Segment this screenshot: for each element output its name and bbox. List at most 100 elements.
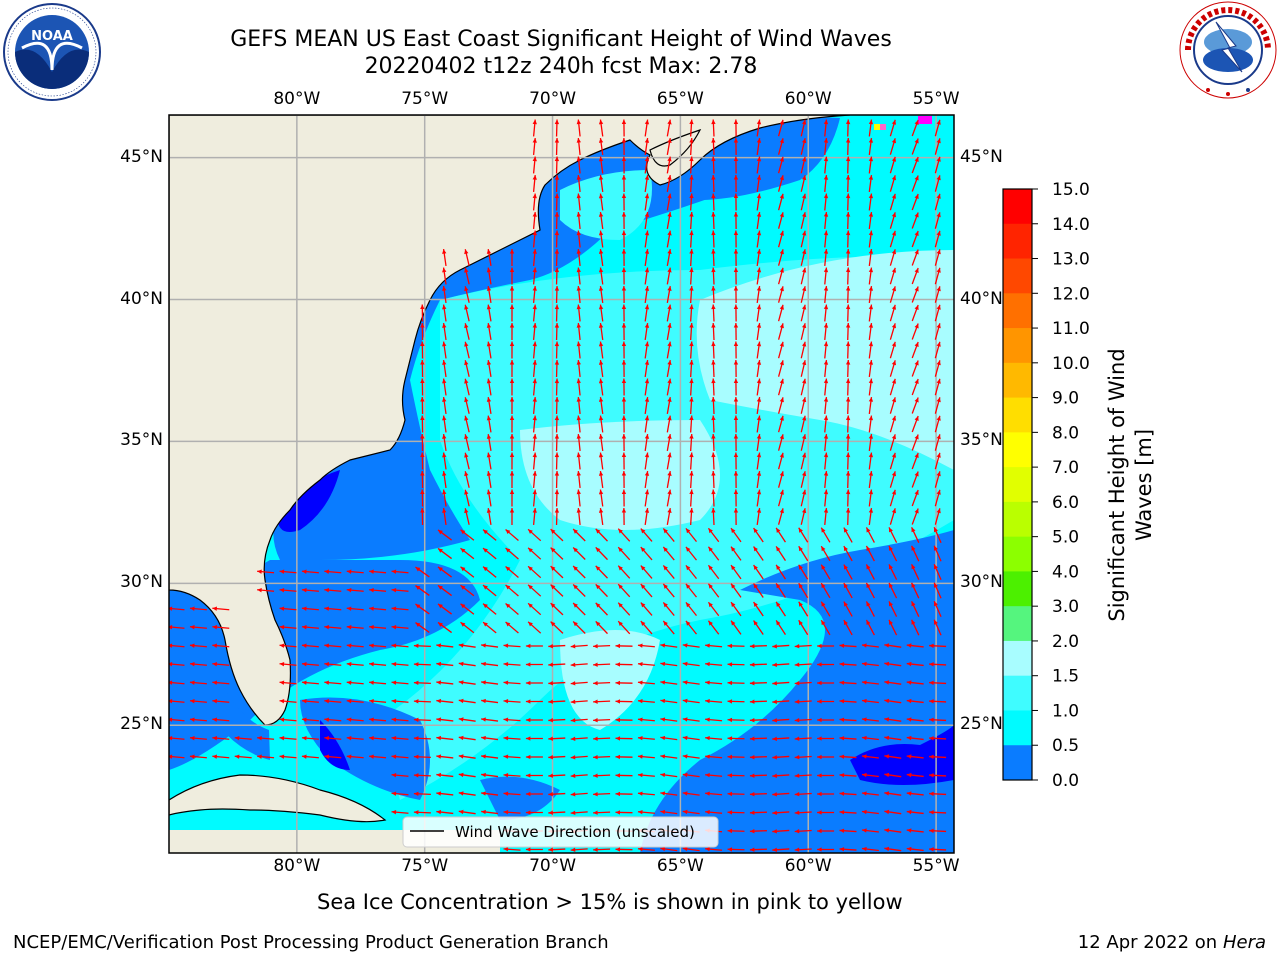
axis-tick-label: 35°N [120, 430, 163, 451]
wind-wave-arrow [800, 341, 807, 359]
colorbar-segment [1003, 710, 1032, 746]
wind-wave-arrow [689, 267, 694, 285]
sea-ice-patch [880, 124, 886, 130]
wind-wave-arrow [798, 545, 809, 562]
wind-wave-arrow [839, 754, 857, 759]
wind-wave-arrow [525, 791, 543, 797]
wind-wave-arrow [689, 470, 694, 489]
wind-wave-arrow [615, 847, 633, 852]
wind-wave-arrow [889, 138, 897, 155]
axis-tick-label: 80°W [273, 856, 321, 876]
wind-wave-arrow [442, 248, 447, 267]
wind-wave-arrow [660, 643, 678, 648]
wind-wave-arrow [934, 230, 941, 248]
wind-wave-arrow [486, 415, 492, 433]
wind-wave-arrow [554, 156, 560, 174]
wind-wave-arrow [798, 527, 809, 543]
wind-wave-arrow [595, 546, 608, 561]
wind-wave-arrow [889, 452, 897, 470]
wind-wave-arrow [464, 397, 470, 414]
wind-wave-arrow [889, 434, 897, 451]
wind-wave-arrow [576, 248, 581, 267]
wind-wave-arrow [525, 699, 543, 704]
axis-tick-label: 70°W [529, 856, 577, 876]
wind-wave-arrow [554, 489, 560, 507]
wind-wave-arrow [733, 470, 739, 489]
wind-wave-arrow [689, 156, 694, 174]
wind-wave-arrow [733, 119, 739, 137]
wind-wave-arrow [775, 564, 786, 580]
wind-wave-arrow [861, 772, 879, 778]
wind-wave-arrow [707, 564, 720, 580]
wind-wave-arrow [839, 791, 857, 796]
wind-wave-arrow [505, 602, 519, 616]
wind-wave-arrow [437, 603, 453, 615]
wind-wave-arrow [621, 396, 627, 415]
wind-wave-arrow [460, 566, 475, 578]
wind-wave-arrow [593, 680, 611, 686]
colorbar-segment [1003, 745, 1032, 781]
wind-wave-arrow [682, 698, 700, 704]
wind-wave-arrow [644, 193, 650, 211]
map-legend: Wind Wave Direction (unscaled) [402, 816, 719, 848]
wind-wave-arrow [666, 175, 672, 192]
wind-wave-arrow [861, 791, 879, 796]
wind-wave-arrow [884, 698, 902, 704]
wind-wave-arrow [415, 622, 430, 633]
wind-wave-arrow [911, 341, 919, 359]
wind-wave-arrow [884, 828, 902, 833]
wind-wave-arrow [934, 489, 941, 507]
wind-wave-arrow [823, 415, 829, 433]
wind-wave-arrow [621, 452, 627, 470]
wind-wave-arrow [324, 624, 342, 630]
wind-wave-arrow [346, 569, 364, 574]
wind-wave-arrow [753, 583, 764, 598]
wind-wave-arrow [442, 507, 447, 526]
wind-wave-arrow [621, 248, 627, 267]
wind-wave-arrow [598, 359, 604, 378]
wind-wave-arrow [756, 470, 762, 489]
wind-wave-arrow [554, 415, 560, 433]
map-frame [168, 114, 955, 854]
wind-wave-arrow [911, 397, 919, 414]
wind-wave-arrow [598, 433, 604, 452]
wind-wave-arrow [733, 415, 739, 433]
wind-wave-arrow [865, 527, 875, 543]
wind-wave-arrow [727, 662, 745, 667]
wind-wave-arrow [705, 754, 723, 759]
wind-wave-arrow [346, 643, 364, 648]
wind-wave-arrow [481, 698, 499, 704]
wind-wave-arrow [576, 230, 581, 248]
wind-wave-arrow [621, 470, 627, 489]
wind-wave-arrow [234, 754, 252, 759]
wind-wave-arrow [481, 643, 499, 648]
wind-wave-arrow [481, 680, 499, 685]
wind-wave-arrow [727, 754, 745, 760]
wind-wave-arrow [324, 661, 342, 667]
wind-wave-arrow [934, 434, 941, 451]
wind-wave-arrow [689, 248, 694, 267]
wind-wave-arrow [868, 248, 874, 267]
wind-wave-arrow [486, 378, 492, 396]
wind-wave-arrow [868, 230, 874, 248]
wind-wave-arrow [845, 211, 851, 230]
wind-wave-arrow [839, 680, 857, 685]
wind-wave-arrow [733, 359, 739, 378]
wind-wave-arrow [554, 248, 560, 267]
wind-wave-arrow [509, 341, 515, 359]
colorbar-tick-label: 14.0 [1052, 215, 1090, 235]
wind-wave-arrow [576, 470, 581, 489]
wind-wave-arrow [346, 661, 364, 667]
wind-wave-arrow [621, 507, 627, 526]
wind-wave-arrow [169, 717, 185, 722]
wind-wave-arrow [576, 156, 581, 174]
wind-wave-arrow [279, 754, 297, 759]
wind-wave-arrow [868, 452, 874, 470]
wind-wave-arrow [369, 569, 387, 574]
wind-wave-arrow [189, 643, 207, 648]
wind-wave-arrow [301, 643, 319, 648]
wind-wave-arrow [369, 587, 387, 593]
wind-wave-arrow [929, 699, 947, 704]
wind-wave-arrow [888, 619, 898, 636]
